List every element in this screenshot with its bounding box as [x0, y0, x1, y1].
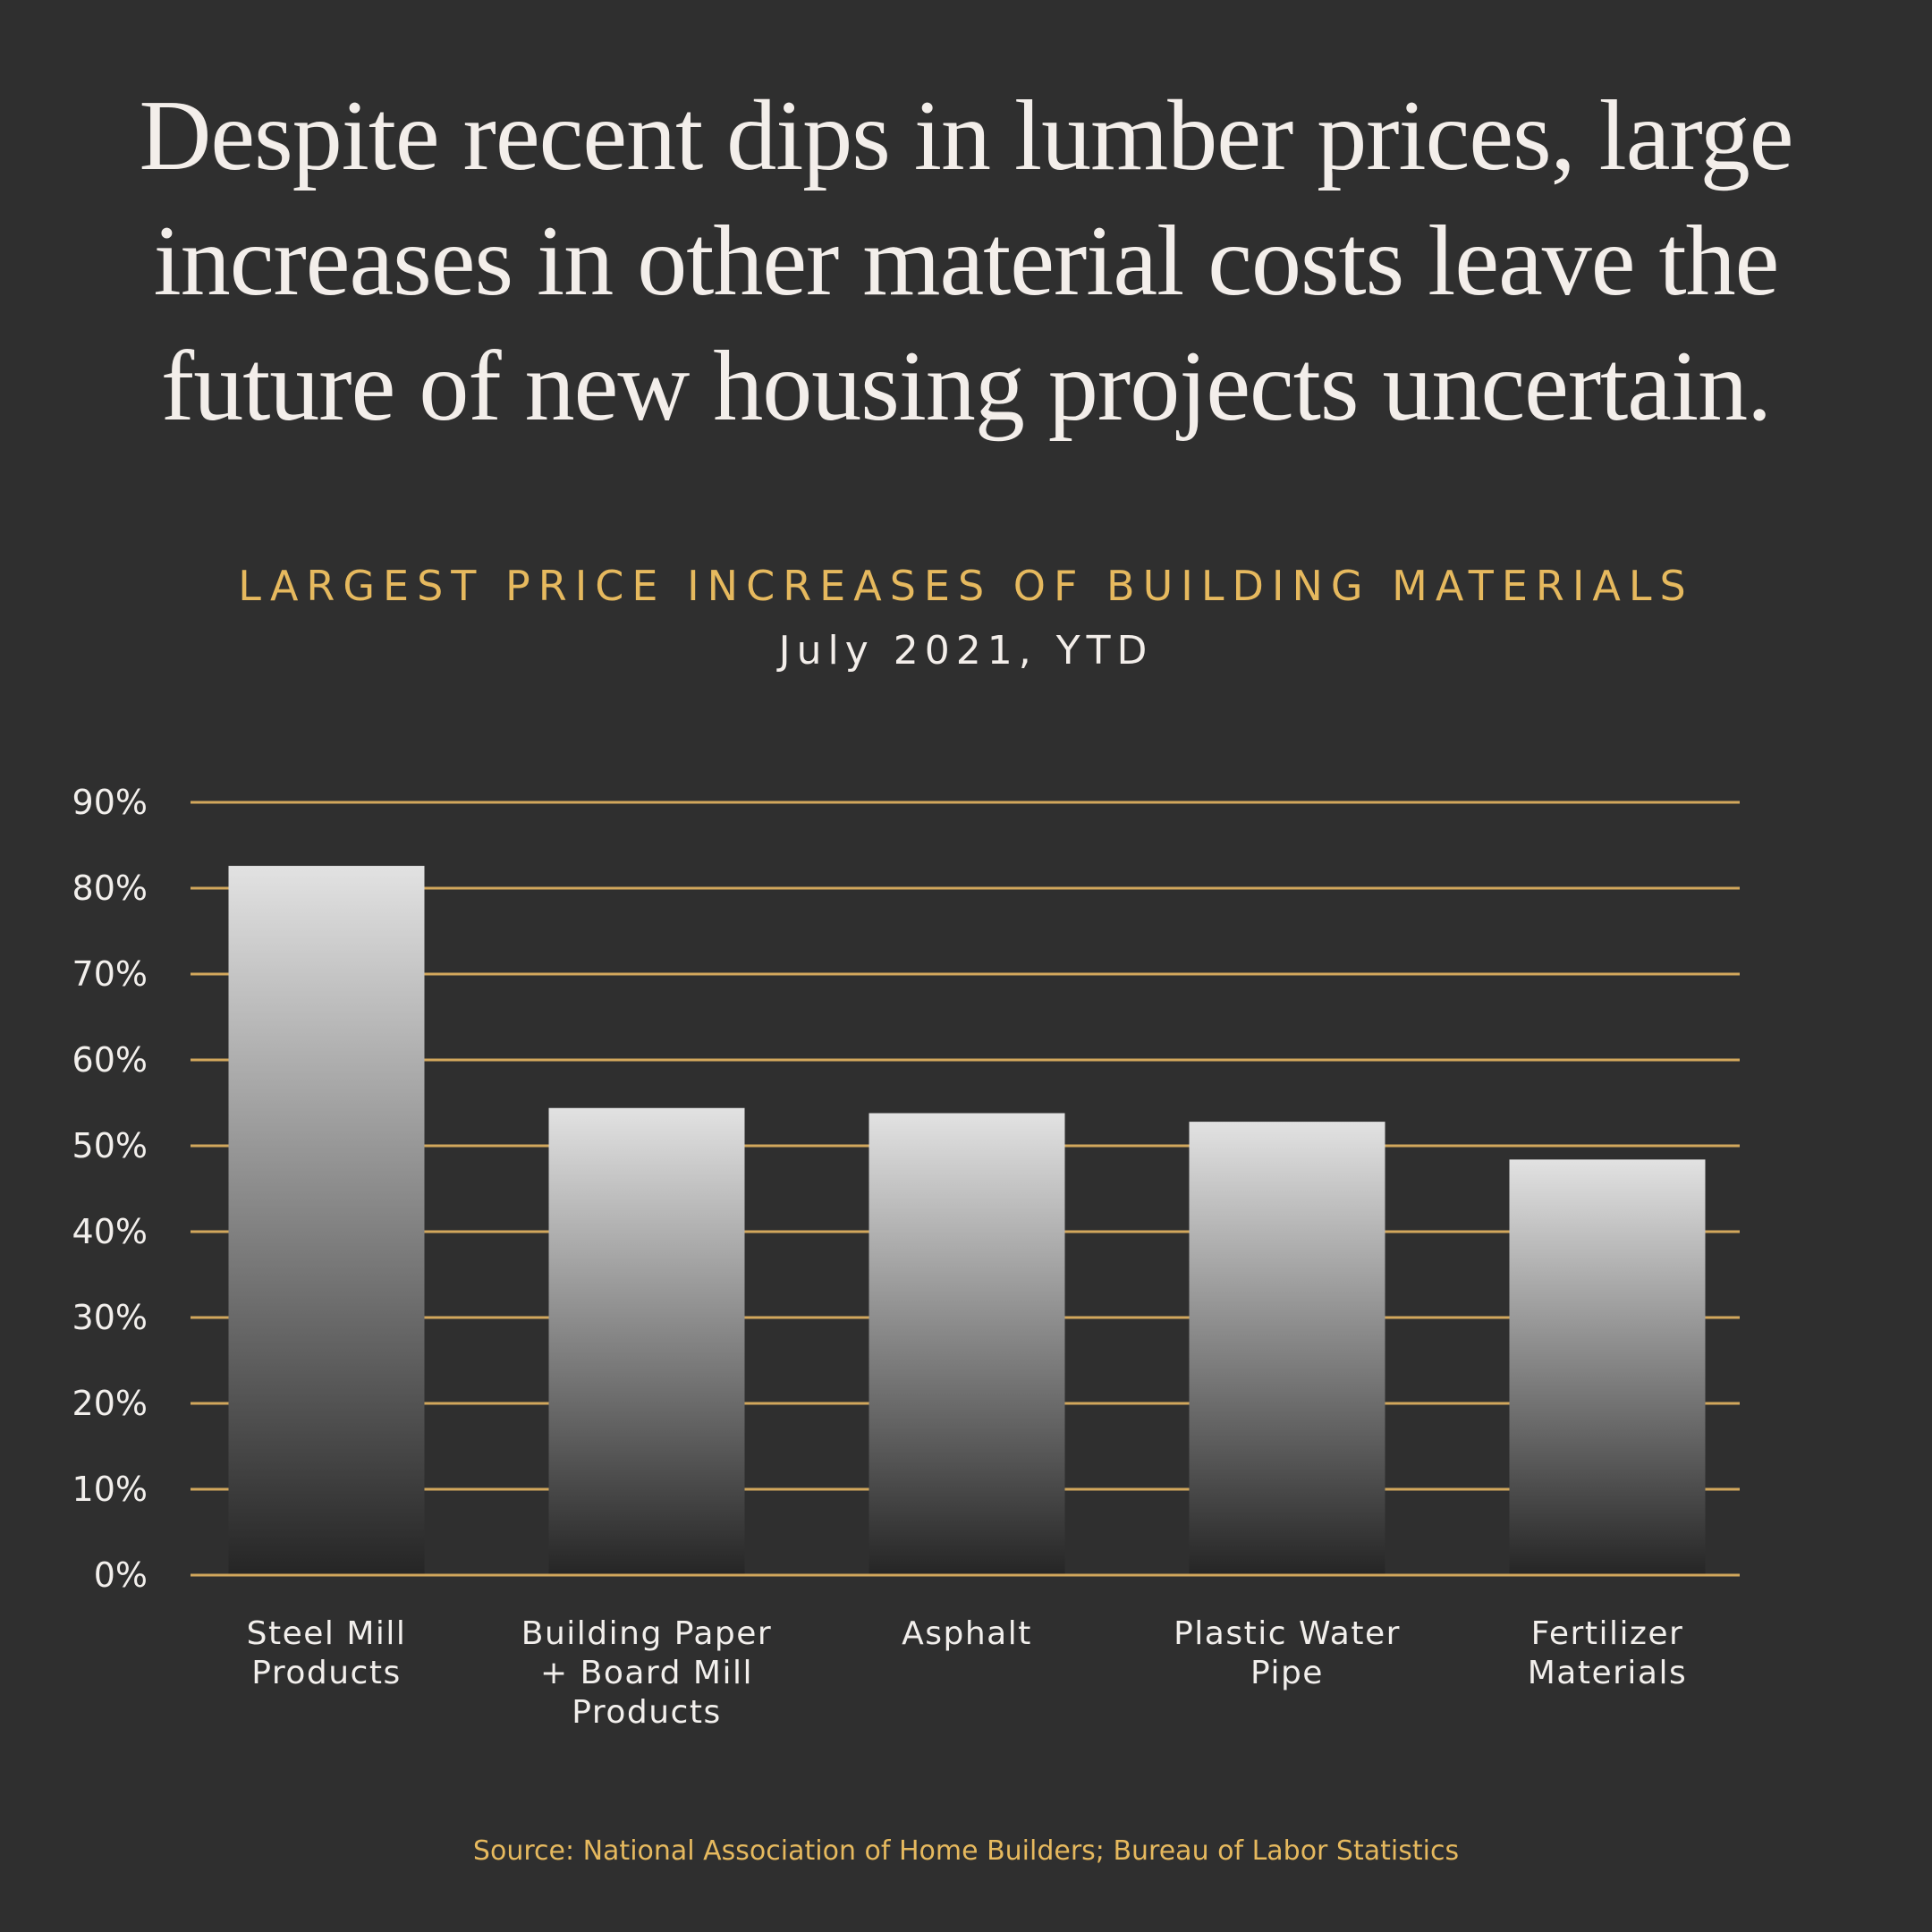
- x-tick-label: Plastic Water: [1174, 1615, 1401, 1652]
- y-tick-label: 60%: [72, 1040, 148, 1080]
- headline: Despite recent dips in lumber prices, la…: [0, 73, 1932, 449]
- y-tick-label: 50%: [72, 1126, 148, 1165]
- x-tick-label: Building Paper: [521, 1615, 772, 1652]
- y-tick-label: 10%: [72, 1470, 148, 1509]
- chart-subtitle: July 2021, YTD: [778, 628, 1154, 674]
- headline-line: increases in other material costs leave …: [153, 206, 1780, 317]
- bar: [869, 1113, 1065, 1575]
- y-tick-label: 40%: [72, 1212, 148, 1251]
- y-tick-label: 0%: [94, 1555, 148, 1595]
- bar: [228, 866, 425, 1575]
- headline-line: future of new housing projects uncertain…: [160, 331, 1772, 442]
- x-tick-label: Pipe: [1250, 1655, 1324, 1691]
- bar: [1189, 1122, 1385, 1575]
- y-tick-label: 70%: [72, 954, 148, 994]
- x-tick-label: Fertilizer: [1531, 1615, 1684, 1652]
- y-tick-label: 30%: [72, 1298, 148, 1337]
- y-tick-label: 90%: [72, 783, 148, 822]
- x-tick-label: Products: [572, 1694, 721, 1731]
- chart-title: LARGEST PRICE INCREASES OF BUILDING MATE…: [238, 562, 1694, 610]
- x-tick-label: + Board Mill: [540, 1655, 753, 1691]
- bar: [548, 1107, 745, 1575]
- x-tick-label: Asphalt: [902, 1615, 1032, 1652]
- x-tick-label: Materials: [1528, 1655, 1688, 1691]
- y-tick-label: 20%: [72, 1384, 148, 1423]
- source-note: Source: National Association of Home Bui…: [472, 1835, 1460, 1867]
- x-tick-label: Steel Mill: [247, 1615, 407, 1652]
- y-tick-label: 80%: [72, 869, 148, 908]
- x-tick-label: Products: [251, 1655, 401, 1691]
- headline-line: Despite recent dips in lumber prices, la…: [139, 80, 1794, 191]
- bar: [1509, 1159, 1706, 1575]
